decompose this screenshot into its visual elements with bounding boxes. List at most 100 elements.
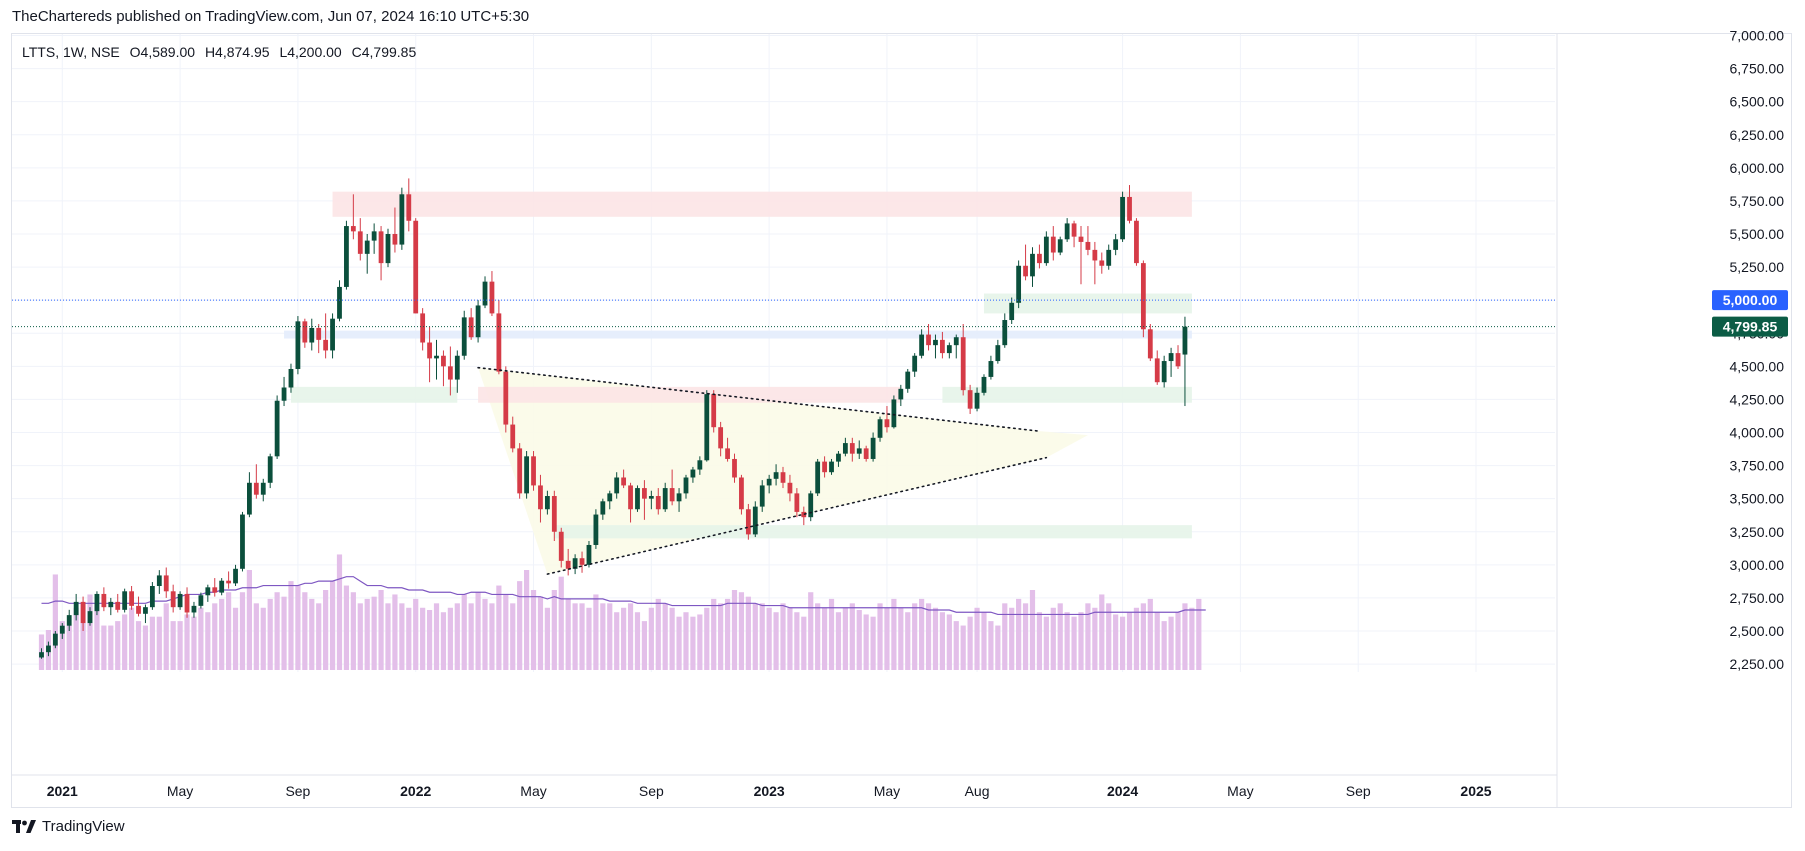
candle-body: [129, 591, 134, 606]
volume-bar: [475, 592, 481, 670]
volume-bar: [329, 581, 336, 670]
volume-bar: [1189, 607, 1195, 670]
candle-body: [891, 399, 897, 428]
volume-bar: [66, 625, 72, 670]
chart-frame[interactable]: [11, 33, 1792, 808]
candle-body: [683, 477, 689, 494]
candle-body: [808, 493, 814, 518]
candle-body: [586, 544, 592, 565]
volume-bar: [1147, 598, 1153, 670]
candle-body: [413, 220, 419, 314]
candle-body: [919, 334, 925, 356]
volume-bar: [738, 592, 745, 670]
volume-bar: [413, 598, 419, 670]
candle-body: [946, 345, 952, 354]
volume-bar: [281, 596, 287, 670]
candle-body: [704, 394, 710, 461]
candle-body: [960, 337, 966, 391]
candle-body: [794, 493, 800, 512]
candle-body: [711, 394, 717, 428]
candle-body: [773, 472, 779, 479]
volume-bar: [343, 585, 350, 670]
candle-body: [690, 469, 696, 478]
candle-body: [988, 361, 994, 377]
volume-bar: [184, 614, 190, 670]
volume-bar: [510, 603, 516, 670]
volume-bar: [607, 603, 613, 670]
support-zone: [554, 525, 1192, 539]
volume-bar: [759, 603, 765, 670]
volume-bar: [669, 607, 675, 670]
volume-bar: [1140, 603, 1146, 670]
volume-bar: [1078, 612, 1084, 670]
publisher-line: TheChartereds published on TradingView.c…: [12, 8, 530, 25]
volume-bar: [454, 603, 460, 670]
candle-body: [101, 593, 107, 608]
candle-body: [323, 339, 329, 351]
volume-bar: [877, 603, 883, 670]
volume-bar: [468, 603, 474, 670]
price-badge-label: 5,000.00: [1723, 292, 1778, 308]
volume-bar: [295, 585, 301, 670]
price-tick-label: 3,500.00: [1730, 491, 1785, 507]
footer-brand[interactable]: TradingView: [12, 818, 125, 835]
candle-body: [718, 427, 724, 449]
candle-body: [434, 355, 439, 359]
candle-body: [967, 390, 973, 409]
candle-body: [628, 485, 633, 510]
candle-body: [281, 387, 287, 401]
volume-bar: [1175, 612, 1181, 670]
candle-body: [191, 605, 197, 613]
candle-body: [337, 286, 342, 319]
candle-body: [1023, 265, 1028, 277]
volume-bar: [1113, 614, 1119, 670]
volume-bar: [447, 607, 453, 670]
candle-body: [1127, 196, 1132, 221]
volume-bar: [780, 603, 786, 670]
volume-bar: [718, 603, 724, 670]
candle-body: [538, 485, 543, 510]
volume-bar: [898, 607, 904, 670]
volume-bar: [849, 603, 855, 670]
volume-bar: [905, 612, 911, 670]
symbol-legend[interactable]: LTTS, 1W, NSE O4,589.00 H4,874.95 L4,200…: [22, 44, 422, 60]
volume-bar: [766, 607, 772, 670]
volume-bar: [378, 590, 384, 670]
price-tick-label: 6,250.00: [1730, 127, 1785, 143]
candle-body: [1134, 220, 1139, 264]
candle-body: [849, 443, 855, 454]
price-badge: [1712, 290, 1788, 311]
volume-bar: [149, 616, 155, 670]
candle-body: [1030, 253, 1035, 277]
candle-body: [940, 339, 945, 354]
volume-bar: [371, 596, 377, 670]
candle-body: [732, 458, 737, 478]
candle-body: [1140, 263, 1146, 330]
volume-bar: [1119, 616, 1126, 670]
volume-bar: [856, 610, 862, 670]
candle-body: [655, 496, 661, 510]
volume-bar: [808, 592, 814, 670]
volume-bar: [517, 581, 523, 670]
legend-open: O4,589.00: [129, 44, 196, 60]
candle-body: [441, 355, 446, 367]
volume-bar: [496, 585, 502, 670]
candle-body: [212, 587, 218, 593]
candle-body: [1009, 302, 1015, 321]
candle-body: [981, 376, 987, 393]
volume-bar: [253, 603, 259, 670]
time-tick-label: May: [520, 783, 546, 799]
volume-bar: [967, 616, 973, 670]
candle-body: [496, 313, 502, 372]
volume-bar: [1064, 612, 1070, 670]
trendlines: [477, 366, 1048, 575]
candle-body: [752, 506, 758, 535]
price-tick-label: 4,500.00: [1730, 358, 1785, 374]
price-tick-label: 5,500.00: [1730, 226, 1785, 242]
volume-bar: [392, 594, 398, 670]
candle-body: [149, 586, 155, 608]
volume-bar: [433, 603, 440, 670]
volume-bar: [350, 592, 356, 670]
time-tick-label: 2025: [1460, 783, 1491, 799]
